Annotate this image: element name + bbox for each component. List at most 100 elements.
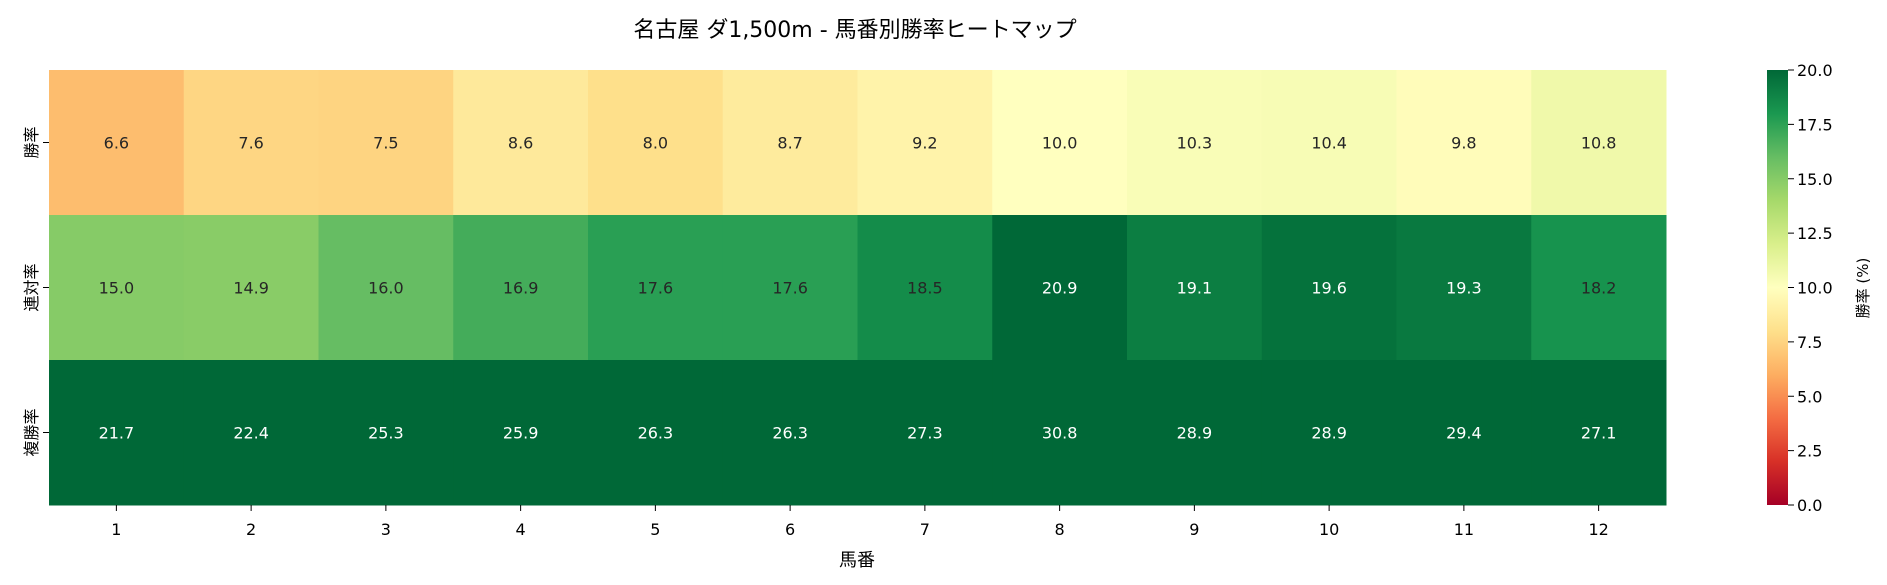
cell-value-label: 8.6: [508, 134, 533, 153]
cell-value-label: 30.8: [1042, 424, 1078, 443]
colorbar-label: 勝率 (%): [1854, 258, 1872, 319]
colorbar-tick-label: 12.5: [1797, 224, 1833, 243]
cell-value-label: 27.3: [907, 424, 943, 443]
cell-value-label: 19.6: [1311, 279, 1347, 298]
cell-value-label: 28.9: [1177, 424, 1213, 443]
cell-value-label: 25.3: [368, 424, 404, 443]
colorbar-tick-label: 2.5: [1797, 442, 1822, 461]
heatmap-cell: [588, 70, 724, 216]
heatmap-cell: [49, 215, 185, 361]
cell-value-label: 7.5: [373, 134, 398, 153]
colorbar-tick-label: 20.0: [1797, 61, 1833, 80]
colorbar-ticks: 0.0 2.5 5.0 7.5 10.0 12.5 15.0 17.5 20.0: [1788, 61, 1833, 515]
cell-value-label: 26.3: [772, 424, 808, 443]
x-tick-label: 12: [1588, 520, 1608, 539]
heatmap-cell: [857, 215, 993, 361]
x-tick-label: 5: [650, 520, 660, 539]
cell-value-label: 10.3: [1177, 134, 1213, 153]
colorbar-tick-label: 10.0: [1797, 279, 1833, 298]
cell-value-label: 7.6: [238, 134, 263, 153]
x-tick-label: 1: [111, 520, 121, 539]
colorbar-tick-label: 7.5: [1797, 333, 1822, 352]
cell-value-label: 17.6: [638, 279, 674, 298]
heatmap-cell: [1127, 360, 1263, 506]
x-tick-label: 6: [785, 520, 795, 539]
heatmap-cell: [1396, 70, 1532, 216]
cell-value-label: 15.0: [99, 279, 135, 298]
heatmap-cell: [183, 360, 319, 506]
cell-value-label: 22.4: [233, 424, 269, 443]
cell-value-label: 8.7: [777, 134, 802, 153]
y-tick-label: 勝率: [22, 126, 41, 158]
x-tick-label: 11: [1454, 520, 1474, 539]
cell-value-label: 25.9: [503, 424, 539, 443]
cell-value-label: 10.4: [1311, 134, 1347, 153]
cell-value-label: 9.8: [1451, 134, 1476, 153]
x-tick-label: 7: [920, 520, 930, 539]
heatmap-cell: [318, 360, 454, 506]
heatmap-cell: [1531, 215, 1667, 361]
y-tick-label: 複勝率: [22, 408, 41, 456]
heatmap-cell: [588, 215, 724, 361]
cell-value-label: 21.7: [99, 424, 135, 443]
heatmap-cell: [857, 360, 993, 506]
x-tick-label: 9: [1189, 520, 1199, 539]
heatmap-cell: [1396, 360, 1532, 506]
heatmap-cell: [722, 360, 858, 506]
heatmap-cell: [1127, 70, 1263, 216]
cell-value-label: 16.0: [368, 279, 404, 298]
cell-value-label: 9.2: [912, 134, 937, 153]
cell-value-label: 6.6: [104, 134, 129, 153]
heatmap-cell: [453, 70, 589, 216]
heatmap-cell: [1261, 360, 1397, 506]
colorbar-tick-label: 15.0: [1797, 170, 1833, 189]
x-tick-label: 2: [246, 520, 256, 539]
heatmap-cell: [183, 70, 319, 216]
colorbar-tick-label: 0.0: [1797, 496, 1822, 515]
heatmap-cell: [857, 70, 993, 216]
x-axis-label: 馬番: [839, 550, 875, 571]
heatmap-cell: [1261, 215, 1397, 361]
x-tick-label: 4: [516, 520, 526, 539]
cell-value-label: 26.3: [638, 424, 674, 443]
cell-value-label: 14.9: [233, 279, 269, 298]
heatmap-cells: 6.6 7.6 7.5 8.6 8.0 8.7 9.2 10.0 10.3 10.4 9.8 10.8…: [49, 70, 1667, 506]
cell-value-label: 28.9: [1311, 424, 1347, 443]
cell-value-label: 10.0: [1042, 134, 1078, 153]
heatmap-cell: [49, 360, 185, 506]
cell-value-label: 10.8: [1581, 134, 1617, 153]
heatmap-cell: [1531, 70, 1667, 216]
y-tick-label: 連対率: [22, 263, 41, 311]
heatmap-cell: [722, 215, 858, 361]
x-tick-label: 10: [1319, 520, 1339, 539]
cell-value-label: 8.0: [643, 134, 668, 153]
cell-value-label: 18.2: [1581, 279, 1617, 298]
chart-title: 名古屋 ダ1,500m - 馬番別勝率ヒートマップ: [633, 18, 1076, 43]
x-axis-ticks: 1 2 3 4 5 6 7 8 9 10 11 12: [111, 505, 1609, 539]
heatmap-cell: [318, 215, 454, 361]
cell-value-label: 27.1: [1581, 424, 1617, 443]
heatmap-cell: [1261, 70, 1397, 216]
heatmap-cell: [1127, 215, 1263, 361]
colorbar-tick-label: 17.5: [1797, 115, 1833, 134]
colorbar-tick-label: 5.0: [1797, 387, 1822, 406]
colorbar: [1767, 70, 1788, 505]
cell-value-label: 20.9: [1042, 279, 1078, 298]
cell-value-label: 29.4: [1446, 424, 1482, 443]
heatmap-cell: [992, 360, 1128, 506]
heatmap-cell: [49, 70, 185, 216]
heatmap-cell: [588, 360, 724, 506]
x-tick-label: 8: [1055, 520, 1065, 539]
heatmap-cell: [453, 360, 589, 506]
heatmap-cell: [453, 215, 589, 361]
heatmap-cell: [722, 70, 858, 216]
heatmap-cell: [992, 215, 1128, 361]
heatmap-cell: [318, 70, 454, 216]
cell-value-label: 19.3: [1446, 279, 1482, 298]
cell-value-label: 19.1: [1177, 279, 1213, 298]
heatmap-cell: [1396, 215, 1532, 361]
cell-value-label: 16.9: [503, 279, 539, 298]
x-tick-label: 3: [381, 520, 391, 539]
